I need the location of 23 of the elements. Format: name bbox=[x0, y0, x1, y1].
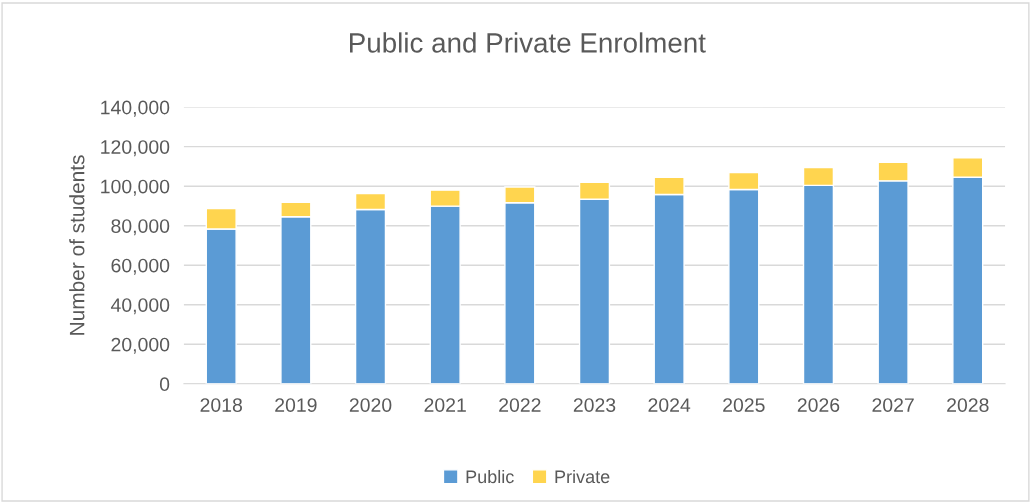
legend-label: Public bbox=[466, 469, 514, 484]
y-tick-label: 40,000 bbox=[110, 298, 170, 315]
x-tick-label: 2018 bbox=[200, 398, 242, 412]
x-tick-label: 2027 bbox=[872, 398, 914, 412]
x-tick-label: 2020 bbox=[349, 398, 392, 412]
y-tick-label: 80,000 bbox=[111, 219, 170, 236]
x-tick-label: 2025 bbox=[723, 398, 765, 412]
y-tick-label: 120,000 bbox=[101, 140, 170, 157]
legend-label: Private bbox=[555, 469, 610, 484]
y-tick-label: 0 bbox=[159, 377, 170, 392]
y-tick-label: 100,000 bbox=[101, 179, 170, 196]
x-tick-label: 2021 bbox=[424, 398, 466, 412]
y-tick-label: 140,000 bbox=[101, 100, 170, 117]
y-axis-title: Number of students bbox=[69, 155, 85, 335]
x-tick-label: 2019 bbox=[275, 398, 317, 412]
x-tick-label: 2022 bbox=[499, 398, 541, 412]
y-tick-label: 60,000 bbox=[111, 258, 170, 275]
x-tick-label: 2024 bbox=[648, 398, 691, 412]
chart-title: Public and Private Enrolment bbox=[350, 32, 706, 53]
y-tick-label: 20,000 bbox=[111, 337, 170, 354]
x-tick-label: 2023 bbox=[573, 398, 616, 412]
x-tick-label: 2026 bbox=[797, 398, 840, 412]
x-tick-label: 2028 bbox=[947, 398, 989, 412]
